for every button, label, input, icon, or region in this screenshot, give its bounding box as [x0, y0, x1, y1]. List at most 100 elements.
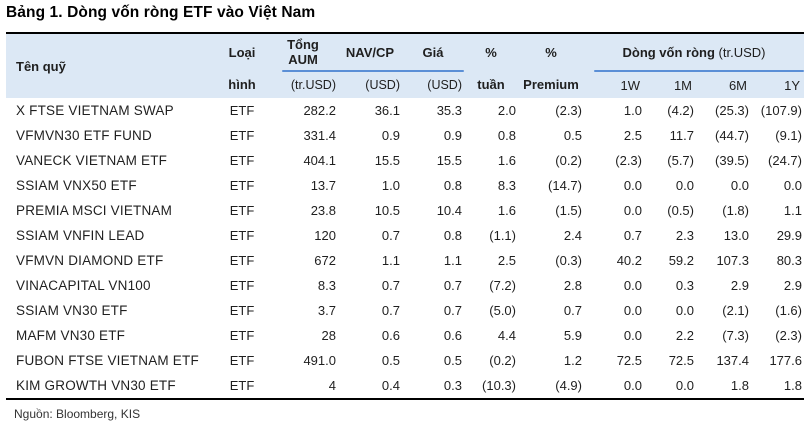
column-header-aum: Tổng AUM	[268, 37, 338, 67]
cell-w1: 0.0	[623, 378, 642, 393]
cell-y1: 177.6	[769, 353, 802, 368]
cell-y1: 1.1	[783, 203, 802, 218]
table-row: FUBON FTSE VIETNAM ETF ETF 491.0 0.5 0.5 (0.2…	[6, 348, 804, 373]
cell-m1: 0.0	[675, 378, 694, 393]
column-header-premium: % Premium	[518, 34, 584, 98]
cell-w1: 0.0	[623, 178, 642, 193]
page-title: Bảng 1. Dòng vốn ròng ETF vào Việt Nam	[6, 4, 316, 21]
cell-week: 8.3	[497, 178, 516, 193]
column-header-1y: 1Y	[784, 77, 800, 93]
cell-premium: (14.7)	[548, 178, 582, 193]
cell-week: (0.2)	[489, 353, 516, 368]
table-row: VINACAPITAL VN100 ETF 8.3 0.7 0.7 (7.2) 2.8 0.0…	[6, 273, 804, 298]
cell-premium: (1.5)	[555, 203, 582, 218]
cell-price: 0.9	[443, 128, 462, 143]
cell-y1: (24.7)	[768, 153, 802, 168]
cell-aum: 331.4	[303, 128, 336, 143]
column-header-premium-line1: %	[545, 45, 557, 60]
column-unit-nav: (USD)	[365, 78, 400, 92]
column-header-week-line1: %	[485, 45, 497, 60]
column-header-nav: NAV/CP	[345, 44, 395, 60]
column-header-1w: 1W	[620, 77, 641, 93]
table-row: SSIAM VNX50 ETF ETF 13.7 1.0 0.8 8.3 (14.7) 0.0…	[6, 173, 804, 198]
cell-y1: (2.3)	[775, 328, 802, 343]
cell-m6: 13.0	[723, 228, 749, 243]
table-header: Tên quỹ Loại hình Tổng AUM NAV/CP Giá (t…	[6, 34, 804, 98]
cell-m6: (25.3)	[715, 103, 749, 118]
cell-m1: (5.7)	[667, 153, 694, 168]
etf-flows-table: Tên quỹ Loại hình Tổng AUM NAV/CP Giá (t…	[6, 32, 804, 400]
cell-y1: (9.1)	[775, 128, 802, 143]
cell-y1: 2.9	[783, 278, 802, 293]
cell-aum: 8.3	[317, 278, 336, 293]
cell-y1: 0.0	[783, 178, 802, 193]
cell-type: ETF	[229, 178, 255, 193]
column-header-type-line1: Loại	[228, 45, 256, 60]
cell-y1: (1.6)	[775, 303, 802, 318]
cell-m6: 137.4	[716, 353, 749, 368]
cell-price: 0.8	[443, 178, 462, 193]
column-group-net-flows: Dòng vốn ròng (tr.USD) 1W 1M 6M 1Y	[584, 34, 804, 98]
cell-w1: 1.0	[623, 103, 642, 118]
column-header-6m: 6M	[728, 77, 747, 93]
cell-premium: (0.3)	[555, 253, 582, 268]
cell-w1: 0.0	[623, 278, 642, 293]
cell-w1: 2.5	[623, 128, 642, 143]
column-header-net-flows-unit: (tr.USD)	[718, 44, 766, 60]
column-header-premium-line2: Premium	[523, 77, 579, 92]
column-group-valuation: Tổng AUM NAV/CP Giá (tr.USD) (USD) (USD)	[268, 34, 464, 98]
column-header-net-flows-label: Dòng vốn ròng	[622, 44, 715, 60]
cell-y1: (107.9)	[760, 103, 802, 118]
cell-fund: VFMVN DIAMOND ETF	[16, 253, 164, 268]
cell-premium: (4.9)	[555, 378, 582, 393]
table-row: VFMVN30 ETF FUND ETF 331.4 0.9 0.9 0.8 0.5 2.5 1…	[6, 123, 804, 148]
cell-price: 0.3	[443, 378, 462, 393]
cell-price: 1.1	[443, 253, 462, 268]
cell-type: ETF	[229, 278, 255, 293]
cell-w1: 0.7	[623, 228, 642, 243]
cell-m1: 2.3	[675, 228, 694, 243]
cell-aum: 491.0	[303, 353, 336, 368]
cell-premium: 0.7	[563, 303, 582, 318]
source-note: Nguồn: Bloomberg, KIS	[14, 407, 141, 421]
cell-nav: 15.5	[374, 153, 400, 168]
cell-type: ETF	[229, 153, 255, 168]
cell-week: (7.2)	[489, 278, 516, 293]
cell-price: 10.4	[436, 203, 462, 218]
cell-aum: 282.2	[303, 103, 336, 118]
table-row: VANECK VIETNAM ETF ETF 404.1 15.5 15.5 1.6 (0.…	[6, 148, 804, 173]
cell-nav: 1.1	[381, 253, 400, 268]
cell-price: 0.7	[443, 303, 462, 318]
cell-nav: 0.7	[381, 228, 400, 243]
table-row: SSIAM VN30 ETF ETF 3.7 0.7 0.7 (5.0) 0.7 0.0 0.0…	[6, 298, 804, 323]
cell-premium: 5.9	[563, 328, 582, 343]
cell-w1: (2.3)	[615, 153, 642, 168]
cell-type: ETF	[229, 253, 255, 268]
cell-fund: X FTSE VIETNAM SWAP	[16, 103, 174, 118]
table-row: KIM GROWTH VN30 ETF ETF 4 0.4 0.3 (10.3) (4.9)…	[6, 373, 804, 398]
cell-type: ETF	[229, 303, 255, 318]
column-header-net-flows: Dòng vốn ròng (tr.USD)	[584, 45, 804, 60]
cell-price: 0.8	[443, 228, 462, 243]
cell-nav: 10.5	[374, 203, 400, 218]
cell-type: ETF	[229, 103, 255, 118]
cell-nav: 0.7	[381, 278, 400, 293]
cell-week: 2.0	[497, 103, 516, 118]
cell-m6: 2.9	[730, 278, 749, 293]
cell-fund: VANECK VIETNAM ETF	[16, 153, 168, 168]
cell-type: ETF	[229, 128, 255, 143]
cell-type: ETF	[229, 378, 255, 393]
table-row: X FTSE VIETNAM SWAP ETF 282.2 36.1 35.3 2.0 (2…	[6, 98, 804, 123]
cell-week: 2.5	[497, 253, 516, 268]
cell-nav: 36.1	[374, 103, 400, 118]
cell-y1: 80.3	[776, 253, 802, 268]
cell-nav: 1.0	[381, 178, 400, 193]
column-header-aum-line1: Tổng	[287, 37, 319, 52]
cell-fund: VINACAPITAL VN100	[16, 278, 151, 293]
cell-aum: 404.1	[303, 153, 336, 168]
cell-week: (5.0)	[489, 303, 516, 318]
cell-type: ETF	[229, 203, 255, 218]
cell-premium: 1.2	[563, 353, 582, 368]
valuation-group-underline	[282, 70, 464, 72]
